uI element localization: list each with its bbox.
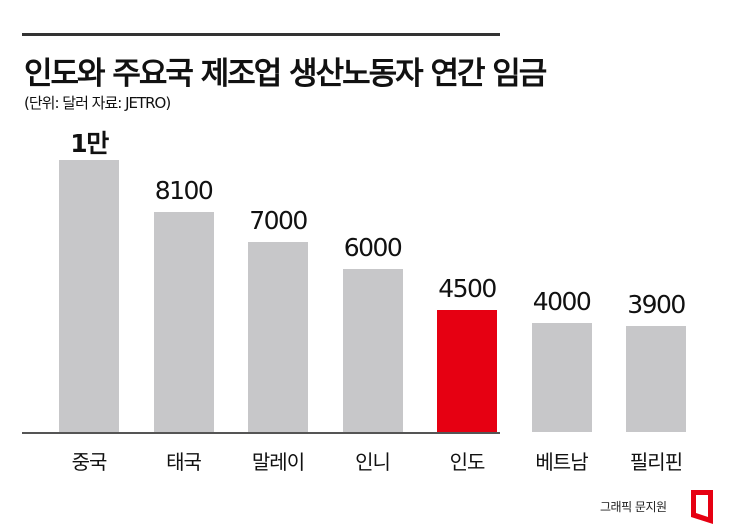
value-label: 3900: [627, 289, 686, 319]
graphic-credit: 그래픽 문지원: [600, 500, 667, 514]
x-axis-line: [22, 432, 500, 434]
category-label: 필리핀: [629, 450, 683, 474]
title-top-rule: [22, 33, 500, 36]
publisher-logo-icon: [691, 490, 713, 524]
category-label: 베트남: [535, 450, 588, 474]
value-label: 4000: [532, 287, 592, 317]
value-label: 8100: [154, 175, 214, 205]
bar-5: [531, 323, 592, 432]
value-label: 7000: [249, 205, 308, 235]
bar-1: [153, 211, 214, 432]
category-label: 인도: [449, 450, 486, 474]
category-label: 중국: [71, 450, 108, 474]
bar-0: [59, 160, 119, 432]
chart-subtitle: (단위: 달러 자료: JETRO): [24, 94, 171, 112]
category-label: 태국: [166, 450, 202, 474]
category-label: 인니: [355, 450, 391, 474]
value-label: 1만: [70, 129, 109, 158]
bar-3: [342, 268, 403, 432]
value-label: 4500: [438, 273, 497, 303]
chart-title: 인도와 주요국 제조업 생산노동자 연간 임금: [24, 56, 547, 92]
bar-6: [626, 325, 686, 432]
category-label: 말레이: [251, 450, 305, 474]
value-label: 6000: [343, 232, 403, 262]
bar-2: [248, 241, 308, 432]
bar-4: [437, 309, 497, 432]
